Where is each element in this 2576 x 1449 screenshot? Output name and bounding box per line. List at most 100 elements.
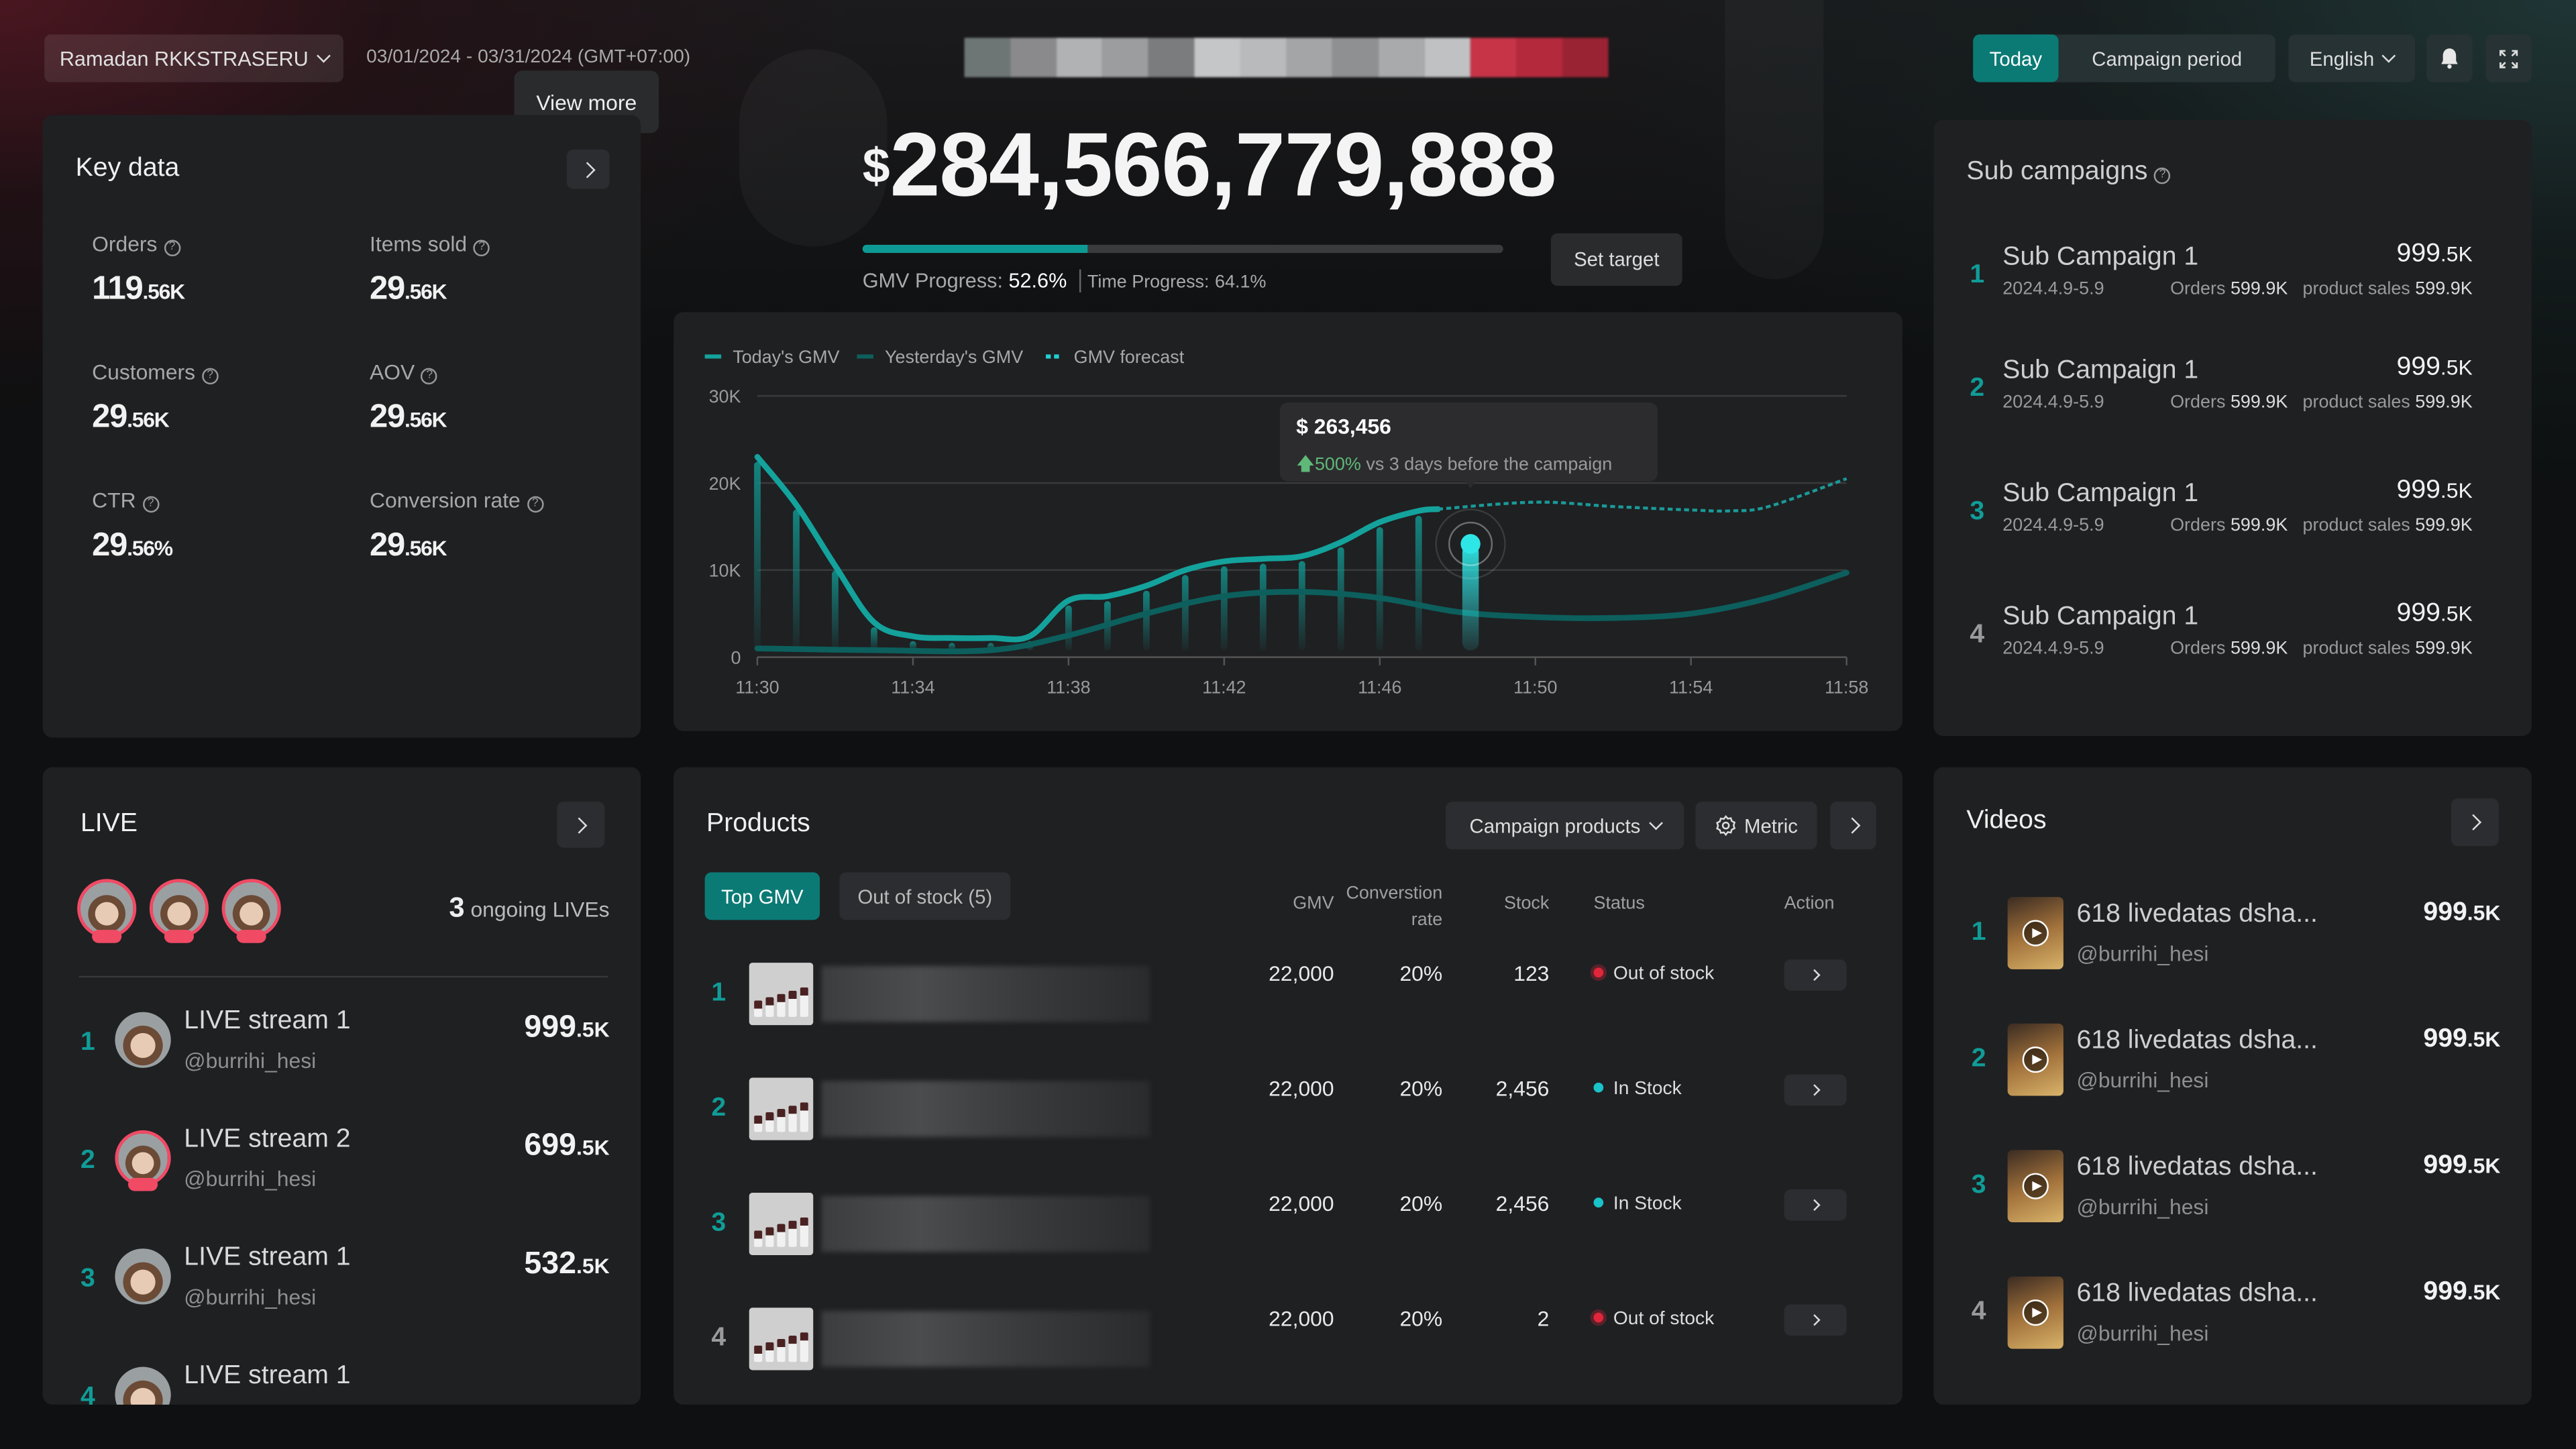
sub-campaign-row[interactable]: 1 Sub Campaign 1 999.5K 2024.4.9-5.9 Orders … — [1933, 240, 2531, 339]
metric-label-text: Conversion rate — [370, 488, 521, 513]
tab-out-of-stock[interactable]: Out of stock (5) — [839, 872, 1011, 920]
video-row[interactable]: 3 618 livedatas dsha... @burrihi_hesi 999.5… — [1933, 1148, 2531, 1230]
language-select[interactable]: English — [2288, 34, 2416, 83]
orders-label: Orders — [2170, 392, 2226, 413]
gmv-chart: Today's GMV Yesterday's GMV GMV forecast 0 1… — [704, 347, 1868, 697]
gmv-bar[interactable] — [1181, 575, 1189, 651]
live-more-button[interactable] — [557, 802, 605, 848]
gmv-bar[interactable] — [871, 627, 877, 651]
video-row[interactable]: 1 618 livedatas dsha... @burrihi_hesi 999.5… — [1933, 896, 2531, 977]
campaign-products-select[interactable]: Campaign products — [1446, 802, 1684, 850]
product-action-button[interactable] — [1784, 959, 1847, 991]
gmv-bar[interactable] — [754, 462, 761, 651]
time-progress-label: Time Progress: — [1087, 272, 1210, 292]
video-row[interactable]: 4 618 livedatas dsha... @burrihi_hesi 999.5… — [1933, 1275, 2531, 1356]
sub-campaign-name: Sub Campaign 1 — [2002, 356, 2199, 385]
gmv-bar[interactable] — [793, 509, 800, 651]
chevron-right-icon — [1808, 1199, 1820, 1211]
legend-label[interactable]: Today's GMV — [733, 347, 839, 367]
metric-value-int: 119 — [92, 271, 144, 307]
live-row[interactable]: 2 LIVE stream 2 @burrihi_hesi 699.5K — [43, 1126, 641, 1224]
gmv-bar[interactable] — [1415, 515, 1422, 651]
period-today-button[interactable]: Today — [1973, 34, 2059, 83]
gmv-int: 999 — [2396, 599, 2440, 628]
orders-label: Orders — [2170, 515, 2226, 536]
rank: 2 — [1970, 374, 1985, 403]
metric-value-dec: .56K — [405, 535, 447, 561]
tab-top-gmv[interactable]: Top GMV — [704, 872, 820, 920]
rank: 2 — [80, 1146, 95, 1175]
gmv-bar[interactable] — [1220, 566, 1228, 651]
product-row[interactable]: 4 22,000 20% 2 Out of stock — [674, 1304, 1902, 1377]
col-status: Status — [1593, 894, 1645, 914]
bottle-shape — [754, 1000, 763, 1017]
metric-button[interactable]: Metric — [1695, 802, 1817, 850]
banner-tile — [1470, 38, 1517, 78]
product-row[interactable]: 2 22,000 20% 2,456 In Stock — [674, 1074, 1902, 1147]
y-tick-label: 0 — [731, 647, 741, 667]
orders-value: 599.9K — [2230, 392, 2288, 413]
date-range: 03/01/2024 - 03/31/2024 (GMT+07:00) — [366, 48, 691, 68]
live-avatar[interactable] — [221, 879, 281, 943]
gmv-bar[interactable] — [1065, 605, 1072, 651]
sub-campaigns-title: Sub campaigns? — [1966, 158, 2171, 187]
product-row[interactable]: 3 22,000 20% 2,456 In Stock — [674, 1189, 1902, 1262]
avatar — [115, 1366, 171, 1405]
rank: 1 — [1970, 261, 1985, 290]
metric-label-text: Orders — [92, 231, 158, 257]
sub-campaign-row[interactable]: 2 Sub Campaign 1 999.5K 2024.4.9-5.9 Orders … — [1933, 354, 2531, 452]
sub-campaign-stats: Orders 599.9K product sales 599.9K — [2170, 639, 2473, 659]
gmv-bar[interactable] — [1298, 561, 1305, 651]
gmv-bar[interactable] — [832, 570, 839, 651]
live-avatar[interactable] — [77, 879, 137, 943]
live-name: LIVE stream 1 — [184, 1007, 351, 1035]
product-action-button[interactable] — [1784, 1189, 1847, 1221]
live-avatar[interactable] — [149, 879, 209, 943]
highlight-bar[interactable] — [1462, 543, 1479, 651]
sub-campaign-gmv: 999.5K — [2397, 354, 2473, 383]
videos-more-button[interactable] — [2451, 798, 2499, 847]
video-row[interactable]: 2 618 livedatas dsha... @burrihi_hesi 999.5… — [1933, 1022, 2531, 1104]
series-forecast-line — [1438, 477, 1847, 513]
live-row[interactable]: 3 LIVE stream 1 @burrihi_hesi 532.5K — [43, 1244, 641, 1342]
banner-tile — [1286, 38, 1333, 78]
rank: 2 — [711, 1094, 727, 1122]
gmv-bar[interactable] — [1142, 590, 1150, 651]
status-badge: In Stock — [1593, 1079, 1682, 1099]
gmv-bar[interactable] — [1337, 547, 1344, 651]
status-badge: Out of stock — [1593, 965, 1714, 984]
product-gmv: 22,000 — [1269, 1076, 1334, 1101]
notifications-button[interactable] — [2426, 34, 2473, 83]
metric-value-dec: .56K — [142, 279, 185, 305]
chevron-right-icon — [578, 161, 595, 178]
live-name: LIVE stream 2 — [184, 1125, 351, 1154]
period-campaign-button[interactable]: Campaign period — [2092, 46, 2243, 70]
bottle-shape — [754, 1115, 763, 1132]
sub-campaign-row[interactable]: 3 Sub Campaign 1 999.5K 2024.4.9-5.9 Orders … — [1933, 476, 2531, 575]
chevron-right-icon — [571, 816, 588, 833]
product-action-button[interactable] — [1784, 1304, 1847, 1336]
tooltip-growth-row: 🡅500% vs 3 days before the campaign — [1296, 450, 1612, 482]
y-tick-label: 30K — [709, 386, 741, 407]
metric-value: 29.56K — [92, 399, 170, 437]
gmv-bar[interactable] — [1376, 527, 1383, 651]
sub-campaign-gmv: 999.5K — [2397, 600, 2473, 629]
highlight-point[interactable] — [1460, 534, 1481, 554]
campaign-select[interactable]: Ramadan RKKSTRASERU — [44, 34, 343, 83]
products-more-button[interactable] — [1830, 802, 1876, 850]
key-data-more-button[interactable] — [566, 149, 610, 189]
product-action-button[interactable] — [1784, 1074, 1847, 1106]
fullscreen-button[interactable] — [2485, 34, 2532, 83]
gmv-bar[interactable] — [1259, 564, 1267, 651]
set-target-button[interactable]: Set target — [1550, 233, 1682, 286]
live-row[interactable]: 1 LIVE stream 1 @burrihi_hesi 999.5K — [43, 1007, 641, 1106]
chart-tooltip: $ 263,456 🡅500% vs 3 days before the cam… — [1279, 402, 1658, 482]
product-row[interactable]: 1 22,000 20% 123 Out of stock — [674, 959, 1902, 1032]
rank: 3 — [80, 1265, 95, 1293]
live-row[interactable]: 4 LIVE stream 1 — [43, 1362, 641, 1405]
legend-label[interactable]: GMV forecast — [1074, 347, 1185, 367]
sub-campaign-row[interactable]: 4 Sub Campaign 1 999.5K 2024.4.9-5.9 Orders … — [1933, 600, 2531, 698]
legend-label[interactable]: Yesterday's GMV — [885, 347, 1023, 367]
gmv-total: $284,566,779,888 — [863, 112, 1557, 217]
gmv-int: 999 — [2396, 353, 2440, 382]
